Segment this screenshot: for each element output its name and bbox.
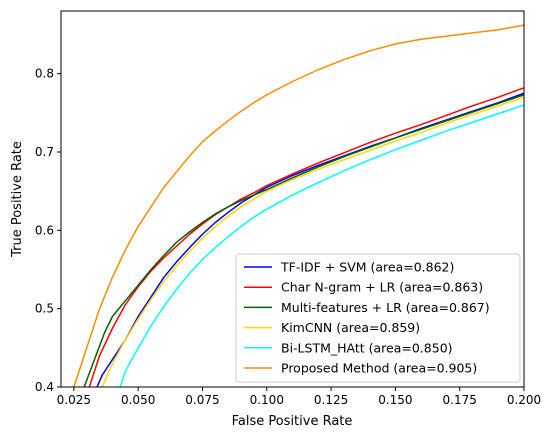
legend: TF-IDF + SVM (area=0.862) Char N-gram + L… (235, 253, 521, 383)
series-line-3 (83, 94, 524, 387)
x-tick-label: 0.050 (121, 393, 155, 407)
y-axis-label: True Positive Rate (10, 141, 25, 258)
legend-label-4: KimCNN (area=0.859) (281, 320, 420, 335)
series-layer (73, 24, 524, 387)
x-tick-label: 0.125 (314, 393, 348, 407)
x-tick-label: 0.025 (57, 393, 91, 407)
legend-label-2: Char N-gram + LR (area=0.863) (281, 280, 483, 295)
y-tick-label: 0.5 (35, 302, 54, 316)
legend-label-5: Bi-LSTM_HAtt (area=0.850) (281, 340, 453, 355)
legend-label-3: Multi-features + LR (area=0.867) (281, 300, 490, 315)
x-axis-label: False Positive Rate (232, 414, 353, 429)
y-axis-ticks: 0.4 0.5 0.6 0.7 0.8 (35, 67, 61, 394)
series-line-6 (73, 24, 524, 387)
plot-frame (60, 10, 525, 388)
y-tick-label: 0.6 (35, 223, 54, 237)
x-axis-ticks: 0.025 0.050 0.075 0.100 0.125 0.150 0.175 0.200 (57, 387, 541, 407)
x-tick-label: 0.200 (507, 393, 541, 407)
legend-label-1: TF-IDF + SVM (area=0.862) (280, 260, 454, 275)
x-tick-label: 0.100 (250, 393, 284, 407)
x-tick-label: 0.175 (443, 393, 477, 407)
y-tick-label: 0.8 (35, 67, 54, 81)
y-tick-label: 0.7 (35, 145, 54, 159)
series-line-5 (119, 104, 524, 387)
series-line-2 (88, 87, 524, 387)
series-line-4 (101, 96, 524, 387)
x-tick-label: 0.075 (185, 393, 219, 407)
legend-label-6: Proposed Method (area=0.905) (281, 361, 477, 376)
x-tick-label: 0.150 (378, 393, 412, 407)
legend-box (235, 253, 521, 383)
y-tick-label: 0.4 (35, 380, 54, 394)
